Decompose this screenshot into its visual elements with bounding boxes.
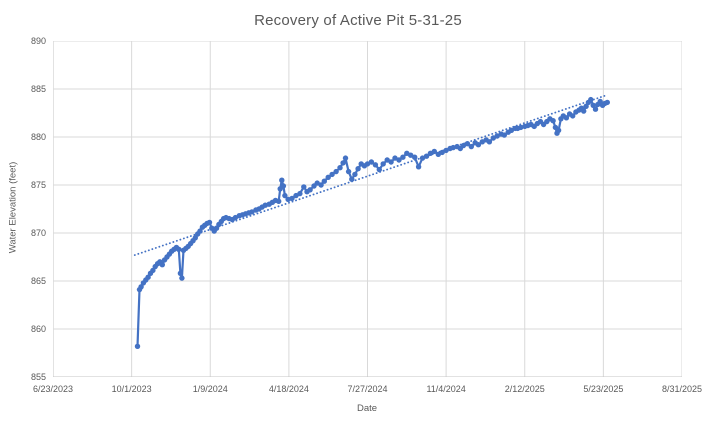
- x-tick-label: 8/31/2025: [661, 384, 703, 394]
- data-point-marker: [329, 171, 335, 178]
- data-point-marker: [388, 159, 394, 165]
- data-point-marker: [177, 270, 184, 276]
- data-point-marker: [307, 187, 313, 193]
- data-point-marker: [355, 166, 361, 172]
- data-point-marker: [276, 198, 282, 204]
- y-tick-label: 880: [30, 131, 46, 142]
- data-point-marker: [134, 343, 141, 349]
- data-point-marker: [280, 183, 287, 189]
- data-point-marker: [138, 284, 144, 290]
- data-point-marker: [159, 262, 165, 268]
- x-tick-label: 1/9/2024: [192, 384, 228, 394]
- data-point-marker: [408, 152, 414, 158]
- data-point-marker: [555, 127, 562, 133]
- y-tick-label: 865: [30, 275, 46, 286]
- data-point-marker: [206, 219, 213, 226]
- data-point-marker: [325, 174, 331, 180]
- y-tick-label: 885: [30, 83, 46, 94]
- data-point-marker: [563, 115, 570, 121]
- data-point-marker: [372, 162, 379, 168]
- data-point-marker: [588, 96, 594, 103]
- data-point-marker: [380, 161, 386, 167]
- data-point-marker: [431, 148, 437, 155]
- data-point-marker: [468, 143, 474, 150]
- data-point-marker: [301, 184, 307, 190]
- data-point-marker: [179, 275, 185, 281]
- data-point-marker: [460, 142, 467, 149]
- data-point-marker: [400, 154, 406, 160]
- data-point-marker: [486, 139, 493, 145]
- data-point-marker: [279, 177, 285, 183]
- data-point-marker: [583, 103, 589, 109]
- data-point-marker: [349, 176, 355, 182]
- x-tick-label: 2/12/2025: [504, 384, 545, 394]
- data-point-marker: [342, 155, 349, 161]
- chart-title: Recovery of Active Pit 5-31-25: [254, 12, 462, 29]
- trendline: [133, 94, 606, 256]
- data-point-marker: [501, 132, 507, 138]
- y-tick-label: 855: [30, 371, 46, 382]
- data-point-marker: [249, 209, 255, 215]
- data-point-marker: [345, 168, 352, 175]
- x-tick-label: 6/23/2023: [32, 384, 74, 394]
- x-tick-label: 10/1/2023: [111, 384, 152, 394]
- data-point-marker: [282, 192, 288, 199]
- data-point-marker: [337, 165, 343, 171]
- y-tick-label: 870: [30, 227, 46, 238]
- data-point-marker: [352, 171, 358, 178]
- x-tick-label: 11/4/2024: [426, 384, 466, 394]
- data-point-marker: [197, 228, 203, 234]
- x-tick-label: 5/23/2025: [583, 384, 624, 394]
- data-point-marker: [376, 166, 382, 173]
- data-point-marker: [475, 142, 482, 148]
- x-axis-title: Date: [356, 403, 378, 414]
- x-tick-label: 4/18/2024: [268, 384, 309, 394]
- data-point-marker: [419, 155, 426, 161]
- y-tick-label: 875: [30, 179, 46, 190]
- y-axis-title: Water Elevation (feet): [7, 161, 19, 254]
- data-point-marker: [604, 99, 610, 106]
- data-point-marker: [412, 154, 418, 160]
- data-point-marker: [321, 178, 327, 184]
- data-point-marker: [392, 155, 398, 161]
- data-point-marker: [145, 274, 151, 280]
- data-point-marker: [396, 157, 402, 163]
- data-point-marker: [297, 190, 303, 197]
- data-point-marker: [368, 159, 375, 165]
- plot-area: [53, 41, 682, 377]
- data-point-marker: [333, 168, 339, 175]
- data-point-marker: [550, 118, 556, 124]
- data-point-marker: [176, 246, 182, 252]
- data-point-marker: [590, 102, 596, 108]
- y-tick-label: 890: [30, 35, 46, 46]
- data-point-marker: [592, 106, 599, 112]
- data-point-marker: [340, 160, 346, 166]
- data-point-marker: [581, 108, 587, 114]
- data-point-marker: [318, 182, 324, 188]
- data-point-marker: [494, 133, 500, 139]
- data-point-marker: [464, 141, 471, 147]
- data-point-marker: [570, 113, 576, 119]
- data-point-marker: [289, 195, 295, 202]
- y-tick-label: 860: [30, 323, 46, 334]
- data-point-marker: [415, 164, 422, 170]
- data-point-marker: [443, 147, 449, 154]
- data-point-marker: [423, 153, 430, 159]
- x-tick-label: 7/27/2024: [347, 384, 388, 394]
